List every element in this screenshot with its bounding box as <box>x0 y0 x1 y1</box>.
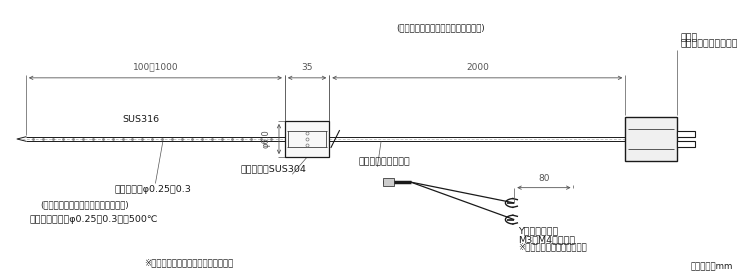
Text: スリーブ：SUS304: スリーブ：SUS304 <box>240 165 306 174</box>
Text: ※山止でのご提供も可能です: ※山止でのご提供も可能です <box>518 242 587 251</box>
Bar <box>285 121 329 157</box>
Text: 35: 35 <box>301 63 313 72</box>
Bar <box>677 131 695 137</box>
Bar <box>625 117 677 161</box>
Text: SUS316: SUS316 <box>122 115 159 124</box>
Bar <box>677 141 695 147</box>
Text: 標準単位：mm: 標準単位：mm <box>690 262 733 271</box>
Text: (シースの長さは自由に変更可能です): (シースの長さは自由に変更可能です) <box>41 200 130 209</box>
Text: ミニチュアコネクター: ミニチュアコネクター <box>681 40 739 49</box>
Text: ガラス被覆リード線: ガラス被覆リード線 <box>359 157 411 166</box>
Text: 100～1000: 100～1000 <box>132 63 178 72</box>
Text: 常用耐熱限度　φ0.25～0.3　　500℃: 常用耐熱限度 φ0.25～0.3 500℃ <box>30 215 158 224</box>
Bar <box>383 178 394 186</box>
Text: オメガ: オメガ <box>681 34 698 43</box>
Text: Y端子・丸端子: Y端子・丸端子 <box>518 227 558 235</box>
Text: ※リード線の被覆材質は変更可能です: ※リード線の被覆材質は変更可能です <box>144 259 234 267</box>
Text: 80: 80 <box>538 174 550 183</box>
Text: φ6.0: φ6.0 <box>261 130 270 148</box>
Text: 2000: 2000 <box>466 63 488 72</box>
Text: M3～M4選択可能: M3～M4選択可能 <box>518 235 575 244</box>
Text: (リード線長さは自由に変更可能です): (リード線長さは自由に変更可能です) <box>396 23 485 32</box>
Text: シース部：φ0.25～0.3: シース部：φ0.25～0.3 <box>115 185 192 194</box>
